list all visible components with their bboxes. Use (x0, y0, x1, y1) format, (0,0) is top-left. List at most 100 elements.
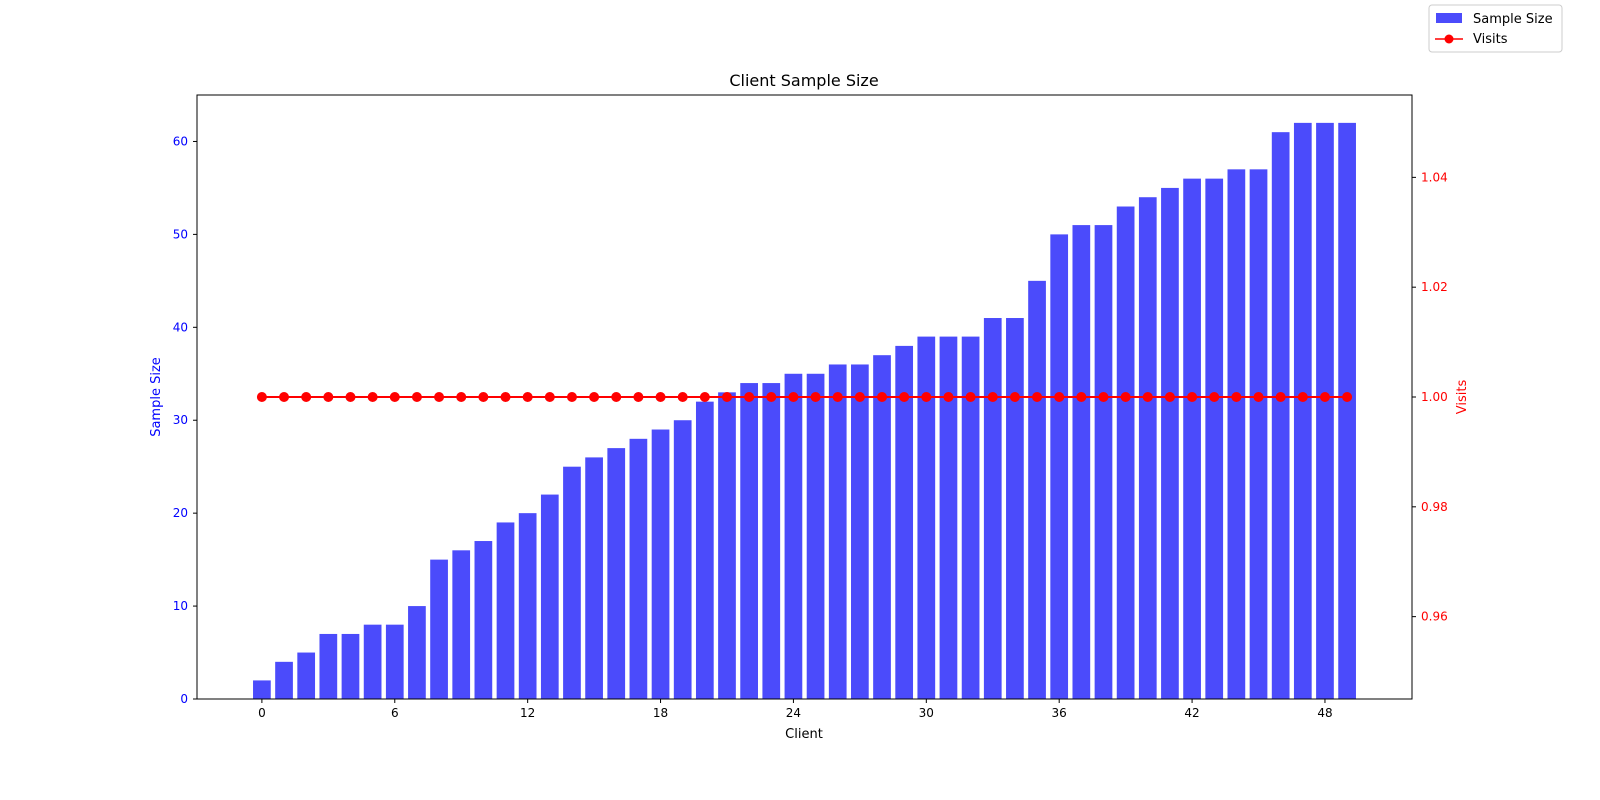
x-axis-label: Client (785, 727, 823, 742)
bar (1006, 318, 1024, 699)
bar (1293, 122, 1312, 699)
bar (917, 336, 936, 699)
legend-box (1428, 4, 1563, 53)
visits-marker (1142, 392, 1153, 402)
bar (1227, 169, 1246, 700)
visits-marker (899, 392, 910, 402)
visits-marker (1009, 392, 1020, 402)
right-y-tick-label: 1.02 (1421, 280, 1448, 294)
bar (1116, 206, 1135, 699)
right-y-tick-label: 0.96 (1421, 610, 1448, 624)
bar (363, 624, 382, 699)
right-y-tick-label: 1.04 (1421, 170, 1448, 184)
visits-marker (389, 392, 400, 402)
visits-marker (566, 392, 577, 402)
bar (1161, 187, 1179, 699)
visits-marker (301, 392, 312, 402)
legend-label-sample-size: Sample Size (1473, 12, 1553, 27)
x-tick-label: 12 (520, 706, 535, 720)
legend: Sample Size Visits (1428, 4, 1563, 53)
bar (1138, 197, 1157, 699)
right-y-axis: 0.96 0.98 1.00 1.02 1.04 (1412, 170, 1448, 624)
chart-title: Client Sample Size (729, 71, 878, 90)
visits-marker (323, 392, 334, 402)
bar (496, 522, 515, 699)
left-y-tick-label: 50 (173, 227, 188, 241)
visits-marker (721, 392, 732, 402)
visits-marker (456, 392, 467, 402)
x-tick-label: 42 (1184, 706, 1199, 720)
visits-marker (943, 392, 954, 402)
visits-series (256, 392, 1353, 402)
visits-marker (1319, 392, 1330, 402)
left-axis-label: Sample Size (149, 357, 164, 437)
bar (895, 345, 914, 699)
visits-marker (810, 392, 821, 402)
visits-marker (589, 392, 600, 402)
visits-marker (500, 392, 511, 402)
visits-marker (1120, 392, 1131, 402)
bar (961, 336, 980, 699)
bar (1271, 132, 1290, 699)
bar (1094, 225, 1113, 700)
visits-marker (256, 392, 267, 402)
right-y-tick-label: 1.00 (1421, 390, 1448, 404)
bar (253, 680, 271, 699)
legend-label-visits: Visits (1473, 32, 1508, 47)
bar (607, 448, 626, 699)
visits-marker (655, 392, 666, 402)
visits-marker (611, 392, 622, 402)
bar (629, 438, 648, 699)
x-tick-label: 48 (1317, 706, 1332, 720)
visits-marker (677, 392, 688, 402)
visits-marker (411, 392, 422, 402)
bar (275, 661, 293, 699)
visits-marker (279, 392, 290, 402)
bar (1050, 234, 1069, 699)
bar (651, 429, 670, 699)
visits-marker (1209, 392, 1220, 402)
legend-swatch-sample-size (1436, 13, 1462, 23)
visits-marker (367, 392, 378, 402)
bar (341, 633, 360, 699)
visits-marker (544, 392, 555, 402)
visits-marker (522, 392, 533, 402)
visits-marker (854, 392, 865, 402)
visits-marker (744, 392, 755, 402)
left-y-axis: 0 10 20 30 40 50 60 (173, 134, 197, 706)
bar (1316, 122, 1334, 699)
bar (585, 457, 603, 699)
right-axis-label: Visits (1455, 380, 1470, 415)
bar (1183, 178, 1201, 700)
bar (673, 420, 692, 699)
visits-marker (1054, 392, 1065, 402)
visits-marker (345, 392, 356, 402)
bar (718, 392, 736, 699)
right-y-tick-label: 0.98 (1421, 500, 1448, 514)
bar (1338, 122, 1356, 699)
visits-marker (877, 392, 888, 402)
bar (695, 401, 714, 699)
visits-marker (921, 392, 932, 402)
x-axis: 0 6 12 18 24 30 36 42 48 (258, 699, 1333, 720)
visits-marker (987, 392, 998, 402)
left-y-tick-label: 40 (173, 320, 188, 334)
bar (408, 606, 426, 699)
left-y-tick-label: 60 (173, 134, 188, 148)
x-tick-label: 36 (1052, 706, 1067, 720)
bar (474, 541, 493, 699)
bar (873, 355, 891, 699)
bar (1205, 178, 1224, 700)
visits-marker (832, 392, 843, 402)
visits-marker (633, 392, 644, 402)
visits-marker (788, 392, 799, 402)
visits-marker (1076, 392, 1087, 402)
bar (385, 624, 404, 699)
visits-marker (1032, 392, 1043, 402)
left-y-tick-label: 30 (173, 413, 188, 427)
bar (319, 633, 338, 699)
x-tick-label: 6 (391, 706, 399, 720)
visits-marker (965, 392, 976, 402)
visits-marker (699, 392, 710, 402)
bar (851, 364, 869, 699)
